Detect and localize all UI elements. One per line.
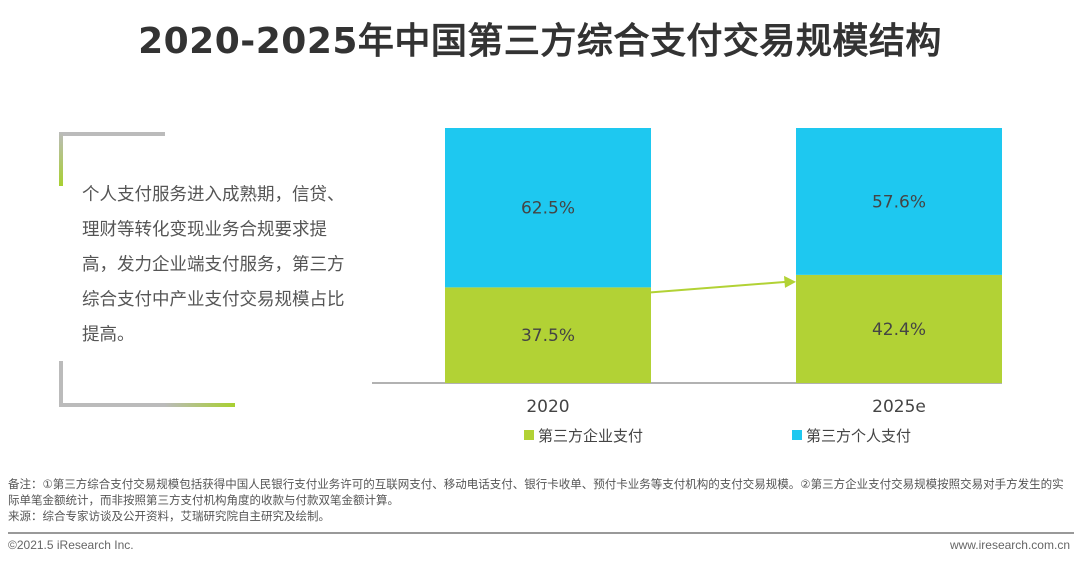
data-label: 42.4% [872,320,926,340]
bracket-bottom-v [59,361,63,407]
legend-swatch [524,430,534,440]
footer-divider [8,532,1074,534]
notes: 备注：①第三方综合支付交易规模包括获得中国人民银行支付业务许可的互联网支付、移动… [8,476,1074,524]
copyright: ©2021.5 iResearch Inc. [8,538,134,552]
data-label: 57.6% [872,192,926,212]
bracket-top-h [59,132,165,136]
legend-label: 第三方个人支付 [806,427,911,445]
bar-enterprise-2025e [796,274,1002,383]
trend-arrow-head [784,275,796,288]
bracket-top-v [59,132,63,186]
data-label: 62.5% [521,199,575,219]
bracket-bottom-h [59,403,235,407]
source-text: 来源：综合专家访谈及公开资料，艾瑞研究院自主研究及绘制。 [8,509,330,523]
bar-personal-2020 [445,128,651,288]
page-title: 2020-2025年中国第三方综合支付交易规模结构 [138,21,942,62]
website: www.iresearch.com.cn [949,538,1070,552]
legend-label: 第三方企业支付 [538,427,643,445]
summary-text: 个人支付服务进入成熟期，信贷、理财等转化变现业务合规要求提高，发力企业端支付服务… [82,185,345,345]
legend-swatch [792,430,802,440]
x-tick-label: 2020 [526,397,569,417]
bar-enterprise-2020 [445,287,651,383]
note-text: 备注：①第三方综合支付交易规模包括获得中国人民银行支付业务许可的互联网支付、移动… [8,477,1064,507]
data-label: 37.5% [521,326,575,346]
x-tick-label: 2025e [872,397,926,417]
trend-arrow-line [650,280,787,294]
bar-personal-2025e [796,128,1002,275]
